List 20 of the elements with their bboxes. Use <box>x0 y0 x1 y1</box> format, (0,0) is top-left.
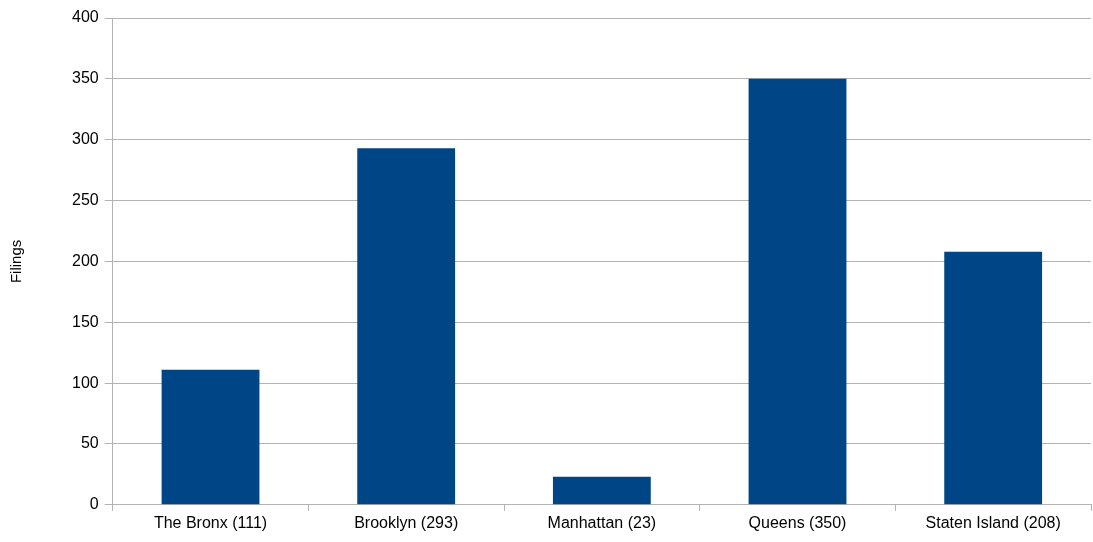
y-tick-label: 50 <box>80 434 99 452</box>
y-tick-label: 350 <box>71 69 99 87</box>
bar <box>552 476 651 505</box>
y-tick-label: 100 <box>71 373 99 391</box>
y-tick-label: 400 <box>71 8 99 26</box>
x-tick-label: Staten Island (208) <box>925 513 1061 531</box>
bar <box>944 251 1043 505</box>
bar <box>357 148 456 505</box>
y-tick-label: 0 <box>89 495 99 513</box>
x-tick-label: Brooklyn (293) <box>354 513 459 531</box>
bar <box>748 78 847 505</box>
x-tick-label: Manhattan (23) <box>547 513 657 531</box>
x-tick-label: The Bronx (111) <box>153 513 268 531</box>
y-tick-label: 200 <box>71 251 99 269</box>
x-tick-label: Queens (350) <box>748 513 847 531</box>
y-tick-label: 250 <box>71 190 99 208</box>
y-tick-label: 150 <box>71 312 99 330</box>
y-tick-label: 300 <box>71 130 99 148</box>
y-axis-title: Filings <box>7 239 25 284</box>
bar <box>161 369 260 505</box>
